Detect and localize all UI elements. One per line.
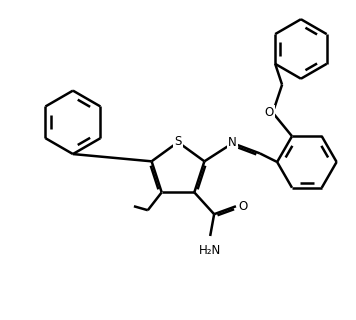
Text: N: N bbox=[228, 136, 236, 149]
Text: O: O bbox=[265, 106, 274, 119]
Text: S: S bbox=[174, 135, 182, 148]
Text: H₂N: H₂N bbox=[199, 244, 221, 257]
Text: O: O bbox=[238, 200, 247, 213]
